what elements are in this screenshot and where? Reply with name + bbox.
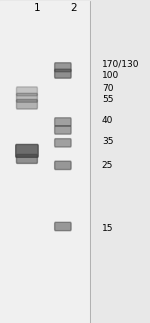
Text: 15: 15 (102, 224, 113, 233)
FancyBboxPatch shape (16, 99, 38, 109)
FancyBboxPatch shape (55, 63, 71, 72)
Text: 35: 35 (102, 137, 113, 146)
Text: 2: 2 (70, 3, 77, 13)
Text: 55: 55 (102, 95, 113, 104)
Text: 1: 1 (34, 3, 41, 13)
FancyBboxPatch shape (55, 126, 71, 134)
Text: 25: 25 (102, 161, 113, 170)
FancyBboxPatch shape (16, 154, 38, 163)
FancyBboxPatch shape (16, 93, 38, 102)
FancyBboxPatch shape (16, 144, 38, 157)
Text: 40: 40 (102, 116, 113, 125)
FancyBboxPatch shape (0, 1, 90, 323)
FancyBboxPatch shape (16, 87, 38, 96)
FancyBboxPatch shape (55, 69, 71, 78)
FancyBboxPatch shape (55, 161, 71, 170)
FancyBboxPatch shape (55, 118, 71, 126)
FancyBboxPatch shape (55, 139, 71, 147)
Text: 70: 70 (102, 84, 113, 93)
FancyBboxPatch shape (90, 1, 150, 323)
Text: 170/130: 170/130 (102, 59, 139, 68)
FancyBboxPatch shape (55, 222, 71, 231)
Text: 100: 100 (102, 71, 119, 80)
